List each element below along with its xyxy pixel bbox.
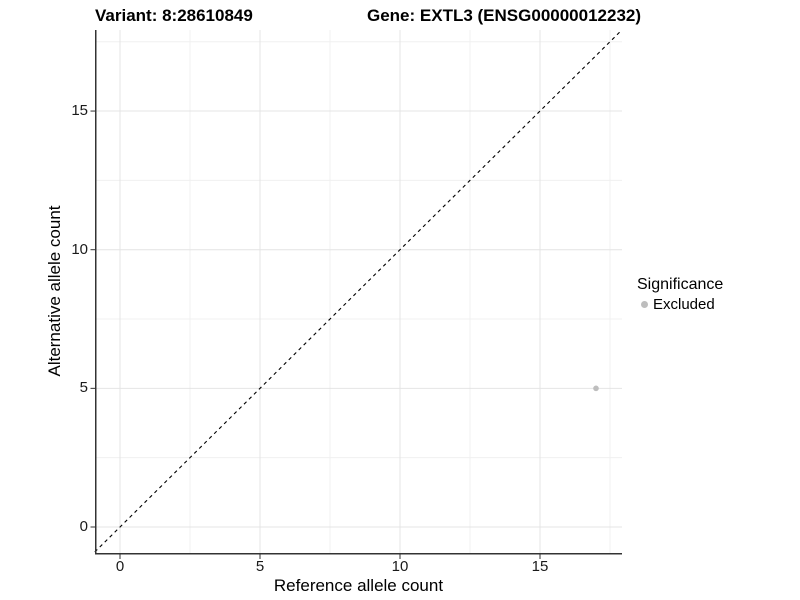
- data-point-excluded: [593, 385, 599, 392]
- plot-title-variant: Variant: 8:28610849: [95, 6, 253, 25]
- x-tick-label: 15: [531, 558, 549, 575]
- y-tick-label: 10: [71, 240, 88, 258]
- y-tick-label: 5: [79, 379, 88, 397]
- y-axis-title: Alternative allele count: [45, 205, 64, 377]
- y-tick-label: 15: [71, 102, 88, 120]
- x-axis-title: Reference allele count: [273, 576, 444, 595]
- x-tick-label: 10: [391, 558, 409, 575]
- legend-point-icon: [641, 301, 648, 308]
- legend-item-excluded: Excluded: [653, 296, 715, 313]
- plot-title-gene: Gene: EXTL3 (ENSG00000012232): [367, 6, 642, 25]
- x-tick-label: 5: [255, 558, 265, 575]
- x-tick-label: 0: [115, 558, 125, 575]
- y-tick-label: 0: [79, 518, 88, 535]
- identity-line: [94, 30, 622, 553]
- plot-panel: [90, 30, 622, 559]
- legend-title: Significance: [637, 276, 724, 293]
